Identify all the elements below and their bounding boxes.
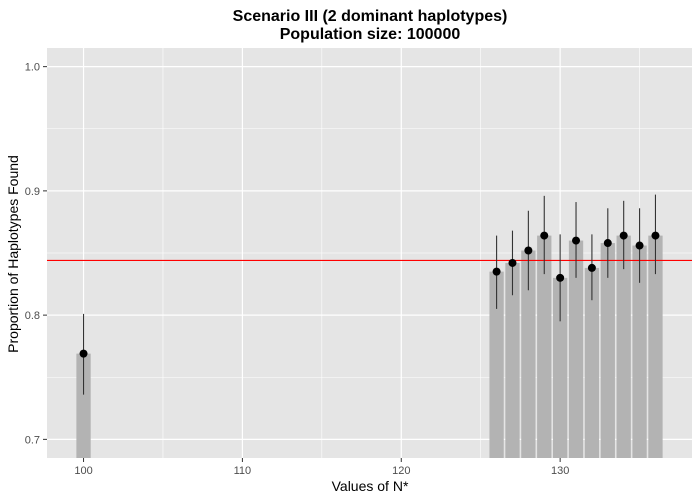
bar	[505, 262, 520, 458]
data-point	[524, 246, 533, 255]
data-point	[540, 231, 549, 240]
chart-subtitle: Population size: 100000	[280, 26, 461, 43]
x-tick-label: 100	[74, 465, 92, 477]
data-point	[587, 263, 596, 272]
data-point	[556, 273, 565, 282]
bar	[76, 353, 91, 458]
plot-panel	[47, 48, 692, 458]
chart-title: Scenario III (2 dominant haplotypes)	[233, 8, 508, 25]
bar	[537, 235, 552, 458]
data-point	[572, 236, 581, 245]
y-axis-label: Proportion of Haplotypes Found	[5, 155, 21, 353]
x-tick-label: 120	[392, 465, 410, 477]
y-tick-label: 0.8	[25, 310, 40, 322]
data-point	[651, 231, 660, 240]
bar	[632, 245, 647, 458]
data-point	[79, 349, 88, 358]
bar	[552, 277, 568, 458]
bar	[616, 235, 631, 458]
data-point	[603, 239, 612, 248]
data-point	[619, 231, 628, 240]
x-tick-label: 110	[234, 465, 252, 477]
bar	[568, 240, 584, 458]
y-tick-label: 0.9	[25, 186, 40, 198]
bar	[600, 243, 615, 458]
bar	[648, 235, 663, 458]
y-tick-label: 0.7	[25, 434, 40, 446]
data-point	[492, 267, 501, 276]
data-point	[635, 241, 644, 250]
bar	[584, 267, 600, 458]
x-tick-label: 130	[551, 465, 569, 477]
x-axis-label: Values of N*	[332, 478, 409, 494]
data-point	[508, 258, 517, 267]
bar	[489, 271, 504, 458]
y-tick-label: 1.0	[25, 62, 40, 74]
bar	[521, 250, 536, 458]
bars	[76, 235, 663, 458]
